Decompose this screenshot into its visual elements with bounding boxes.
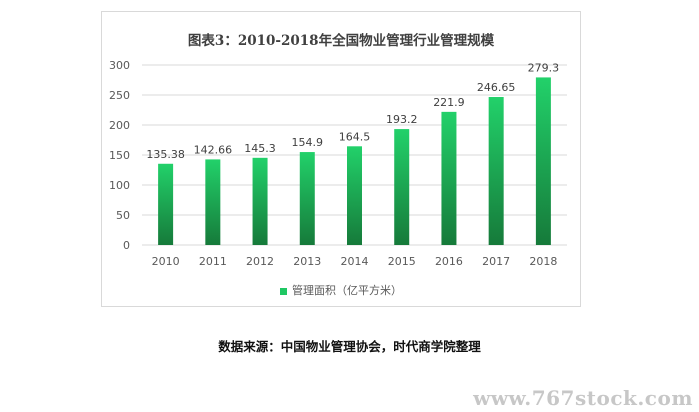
y-tick-label: 0 xyxy=(123,239,130,252)
x-tick-label: 2011 xyxy=(199,255,227,268)
x-tick-label: 2017 xyxy=(482,255,510,268)
data-label: 193.2 xyxy=(386,113,418,126)
data-label: 135.38 xyxy=(146,148,185,161)
x-tick-label: 2014 xyxy=(341,255,369,268)
legend-label: 管理面积（亿平方米） xyxy=(292,284,402,297)
y-tick-label: 250 xyxy=(109,89,130,102)
y-tick-label: 150 xyxy=(109,149,130,162)
data-label: 246.65 xyxy=(477,81,515,94)
y-tick-label: 100 xyxy=(109,179,130,192)
y-tick-label: 200 xyxy=(109,119,130,132)
source-note: 数据来源：中国物业管理协会，时代商学院整理 xyxy=(218,339,481,354)
data-label: 142.66 xyxy=(194,143,233,156)
x-tick-label: 2018 xyxy=(529,255,557,268)
bar xyxy=(394,129,410,245)
data-label: 279.3 xyxy=(528,61,560,74)
bar-chart: 0 50 100 150 200 250 300 135.38 142.66 145.3 154.… xyxy=(109,59,567,268)
bar xyxy=(158,163,174,245)
x-tick-label: 2012 xyxy=(246,255,274,268)
watermark: www.767stock.com xyxy=(473,386,693,410)
x-tick-label: 2015 xyxy=(388,255,416,268)
bar xyxy=(252,157,268,245)
bar xyxy=(535,77,551,245)
data-label: 221.9 xyxy=(433,96,465,109)
legend-swatch xyxy=(280,287,287,295)
chart-legend: 管理面积（亿平方米） xyxy=(102,282,580,298)
chart-frame: 图表3：2010-2018年全国物业管理行业管理规模 0 50 100 150 200 2… xyxy=(101,11,581,307)
bar xyxy=(488,97,504,245)
chart-title: 图表3：2010-2018年全国物业管理行业管理规模 xyxy=(187,33,495,49)
x-tick-label: 2013 xyxy=(293,255,321,268)
bar xyxy=(347,146,362,245)
bar xyxy=(441,111,457,245)
bar xyxy=(299,152,315,245)
x-tick-label: 2010 xyxy=(152,255,180,268)
y-tick-label: 50 xyxy=(116,209,130,222)
data-label: 164.5 xyxy=(339,130,371,143)
data-label: 145.3 xyxy=(244,142,275,155)
bar xyxy=(205,159,221,245)
x-tick-label: 2016 xyxy=(435,255,463,268)
data-label: 154.9 xyxy=(292,136,324,149)
y-tick-label: 300 xyxy=(109,59,130,72)
